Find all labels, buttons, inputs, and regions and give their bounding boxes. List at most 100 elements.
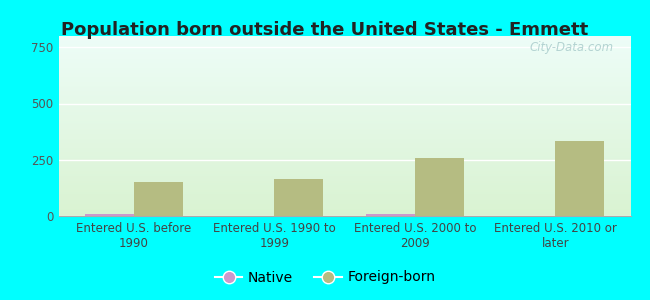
Bar: [58, 137, 630, 138]
Bar: [58, 47, 630, 48]
Bar: [58, 58, 630, 59]
Bar: [58, 78, 630, 79]
Bar: [58, 42, 630, 43]
Bar: [58, 82, 630, 83]
Bar: [58, 91, 630, 92]
Bar: [58, 188, 630, 189]
Bar: [58, 67, 630, 68]
Bar: [58, 122, 630, 123]
Bar: [58, 118, 630, 119]
Bar: [58, 140, 630, 141]
Bar: [58, 157, 630, 158]
Bar: [58, 61, 630, 62]
Bar: [58, 196, 630, 197]
Bar: [58, 115, 630, 116]
Bar: [58, 168, 630, 169]
Text: City-Data.com: City-Data.com: [529, 41, 614, 54]
Bar: [58, 177, 630, 178]
Bar: [58, 205, 630, 206]
Bar: [58, 190, 630, 191]
Bar: [58, 98, 630, 99]
Bar: [274, 179, 324, 216]
Bar: [58, 189, 630, 190]
Bar: [58, 44, 630, 45]
Bar: [58, 40, 630, 41]
Bar: [58, 183, 630, 184]
Bar: [58, 207, 630, 208]
Bar: [58, 104, 630, 105]
Bar: [58, 208, 630, 209]
Bar: [58, 56, 630, 57]
Bar: [58, 173, 630, 174]
Bar: [58, 62, 630, 63]
Bar: [58, 160, 630, 161]
Bar: [58, 70, 630, 71]
Bar: [58, 63, 630, 64]
Bar: [58, 101, 630, 102]
Bar: [58, 215, 630, 216]
Bar: [58, 195, 630, 196]
Bar: [58, 59, 630, 60]
Bar: [58, 192, 630, 193]
Bar: [58, 36, 630, 37]
Bar: [58, 136, 630, 137]
Bar: [58, 123, 630, 124]
Bar: [58, 73, 630, 74]
Bar: [58, 52, 630, 53]
Bar: [58, 94, 630, 95]
Bar: [58, 210, 630, 211]
Bar: [58, 163, 630, 164]
Bar: [58, 158, 630, 159]
Bar: [58, 179, 630, 180]
Bar: [58, 202, 630, 203]
Bar: [58, 134, 630, 135]
Bar: [58, 46, 630, 47]
Bar: [58, 75, 630, 76]
Bar: [58, 113, 630, 114]
Bar: [58, 156, 630, 157]
Bar: [58, 85, 630, 86]
Bar: [58, 79, 630, 80]
Bar: [58, 96, 630, 97]
Bar: [58, 203, 630, 204]
Bar: [58, 184, 630, 185]
Bar: [58, 49, 630, 50]
Bar: [58, 125, 630, 126]
Bar: [58, 110, 630, 111]
Bar: [58, 171, 630, 172]
Bar: [58, 170, 630, 171]
Bar: [58, 201, 630, 202]
Bar: [58, 65, 630, 66]
Bar: [58, 214, 630, 215]
Bar: [58, 193, 630, 194]
Bar: [58, 211, 630, 212]
Bar: [58, 164, 630, 165]
Bar: [58, 102, 630, 103]
Bar: [58, 86, 630, 87]
Bar: [58, 39, 630, 40]
Bar: [58, 126, 630, 127]
Bar: [58, 114, 630, 115]
Bar: [58, 100, 630, 101]
Bar: [58, 182, 630, 183]
Bar: [58, 169, 630, 170]
Bar: [415, 158, 464, 216]
Bar: [58, 37, 630, 38]
Bar: [58, 186, 630, 187]
Bar: [58, 80, 630, 81]
Bar: [58, 176, 630, 177]
Bar: [58, 54, 630, 55]
Bar: [58, 93, 630, 94]
Bar: [58, 204, 630, 205]
Bar: [134, 182, 183, 216]
Bar: [58, 64, 630, 65]
Bar: [58, 141, 630, 142]
Bar: [58, 187, 630, 188]
Bar: [58, 45, 630, 46]
Bar: [58, 151, 630, 152]
Bar: [58, 148, 630, 149]
Bar: [58, 197, 630, 198]
Bar: [58, 83, 630, 84]
Bar: [58, 191, 630, 192]
Bar: [58, 145, 630, 146]
